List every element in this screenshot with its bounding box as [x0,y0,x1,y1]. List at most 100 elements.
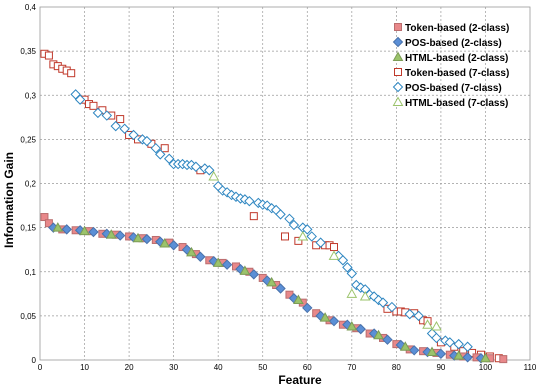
data-point [244,195,255,207]
data-point [346,268,358,279]
y-tick-label: 0,2 [25,180,37,189]
data-point [337,255,349,266]
data-point [431,332,442,344]
legend-item: HTML-based (2-class) [392,51,508,64]
data-point [431,320,442,331]
data-point [386,301,398,313]
x-tick-label: 100 [479,363,493,372]
data-point [141,135,153,147]
data-point [453,338,464,350]
data-point [119,123,130,134]
data-point [79,225,90,236]
legend-label: HTML-based (7-class) [405,98,508,109]
legend-item: POS-based (7-class) [392,81,502,94]
data-point [266,276,277,287]
x-tick-label: 30 [169,363,178,372]
data-point [462,341,473,352]
y-axis-label: Information Gain [2,152,16,248]
data-point [163,153,175,164]
data-point [204,165,215,176]
data-point [208,170,220,181]
legend-marker [392,81,404,93]
data-point [74,94,86,105]
y-tick-label: 0,05 [20,312,36,321]
data-point [190,161,202,172]
data-point [422,319,433,329]
data-point [275,283,286,294]
x-axis-label: Feature [278,373,322,387]
data-point [44,51,53,60]
legend-item: POS-based (2-class) [392,36,502,49]
data-point [294,236,303,245]
data-point [249,212,258,221]
data-point [44,219,53,228]
x-tick-label: 70 [347,363,356,372]
data-point [413,310,424,322]
data-point [342,262,353,273]
legend: Token-based (2-class) POS-based (2-class)… [392,23,509,109]
data-point [168,240,179,251]
data-point [101,110,113,121]
data-point [195,251,206,262]
series-pos-based-7-class [70,89,473,352]
data-point [359,290,371,301]
data-point [281,232,289,241]
data-point [248,269,260,280]
data-point [61,224,72,235]
x-tick-label: 90 [436,363,445,372]
data-point [444,337,456,348]
data-point [89,101,98,110]
data-point [70,89,81,100]
legend-label: Token-based (7-class) [405,68,509,79]
data-point [404,308,415,320]
data-point [480,352,491,363]
y-tick-label: 0,35 [20,47,36,56]
data-point [435,348,447,360]
y-tick-label: 0,1 [25,268,37,277]
data-point [399,341,411,351]
data-point [160,144,169,153]
y-tick-labels: 0 0,05 0,1 0,15 0,2 0,25 0,3 0,35 0,4 [20,3,36,365]
data-point [141,233,153,245]
legend-label: Token-based (2-class) [405,23,509,34]
data-point [150,142,162,154]
data-point [377,297,389,308]
legend-marker [392,96,404,106]
y-tick-label: 0,15 [20,224,36,233]
x-tick-label: 10 [80,363,89,372]
legend-label: POS-based (2-class) [405,38,502,49]
x-tick-label: 50 [258,363,267,372]
data-point [293,294,304,304]
data-point [110,120,121,132]
data-point [155,149,166,160]
x-tick-labels: 0 10 20 30 40 50 60 70 80 90 100 110 [38,363,537,372]
axes [39,6,531,361]
legend-marker [394,68,402,76]
y-tick-label: 0 [32,356,37,365]
plot-frame [39,6,531,361]
legend-label: POS-based (7-class) [405,83,502,94]
data-point [239,265,251,275]
data-point [426,346,438,357]
y-tick-label: 0,4 [25,3,37,12]
data-point [128,129,139,141]
data-point [319,312,331,322]
series-html-based-7-class [208,170,442,331]
legend-marker [394,23,402,31]
data-points [40,49,508,364]
data-point [302,302,313,314]
data-point [328,315,340,327]
data-point [373,329,384,340]
legend-marker [392,36,404,48]
data-point [453,350,465,360]
data-point [116,115,125,124]
data-point [114,230,126,241]
series-html-based-2-class [52,222,491,363]
data-point [105,229,117,239]
grid [40,7,530,360]
data-point [221,259,233,270]
legend-item: Token-based (2-class) [394,23,509,34]
x-tick-label: 20 [125,363,134,372]
